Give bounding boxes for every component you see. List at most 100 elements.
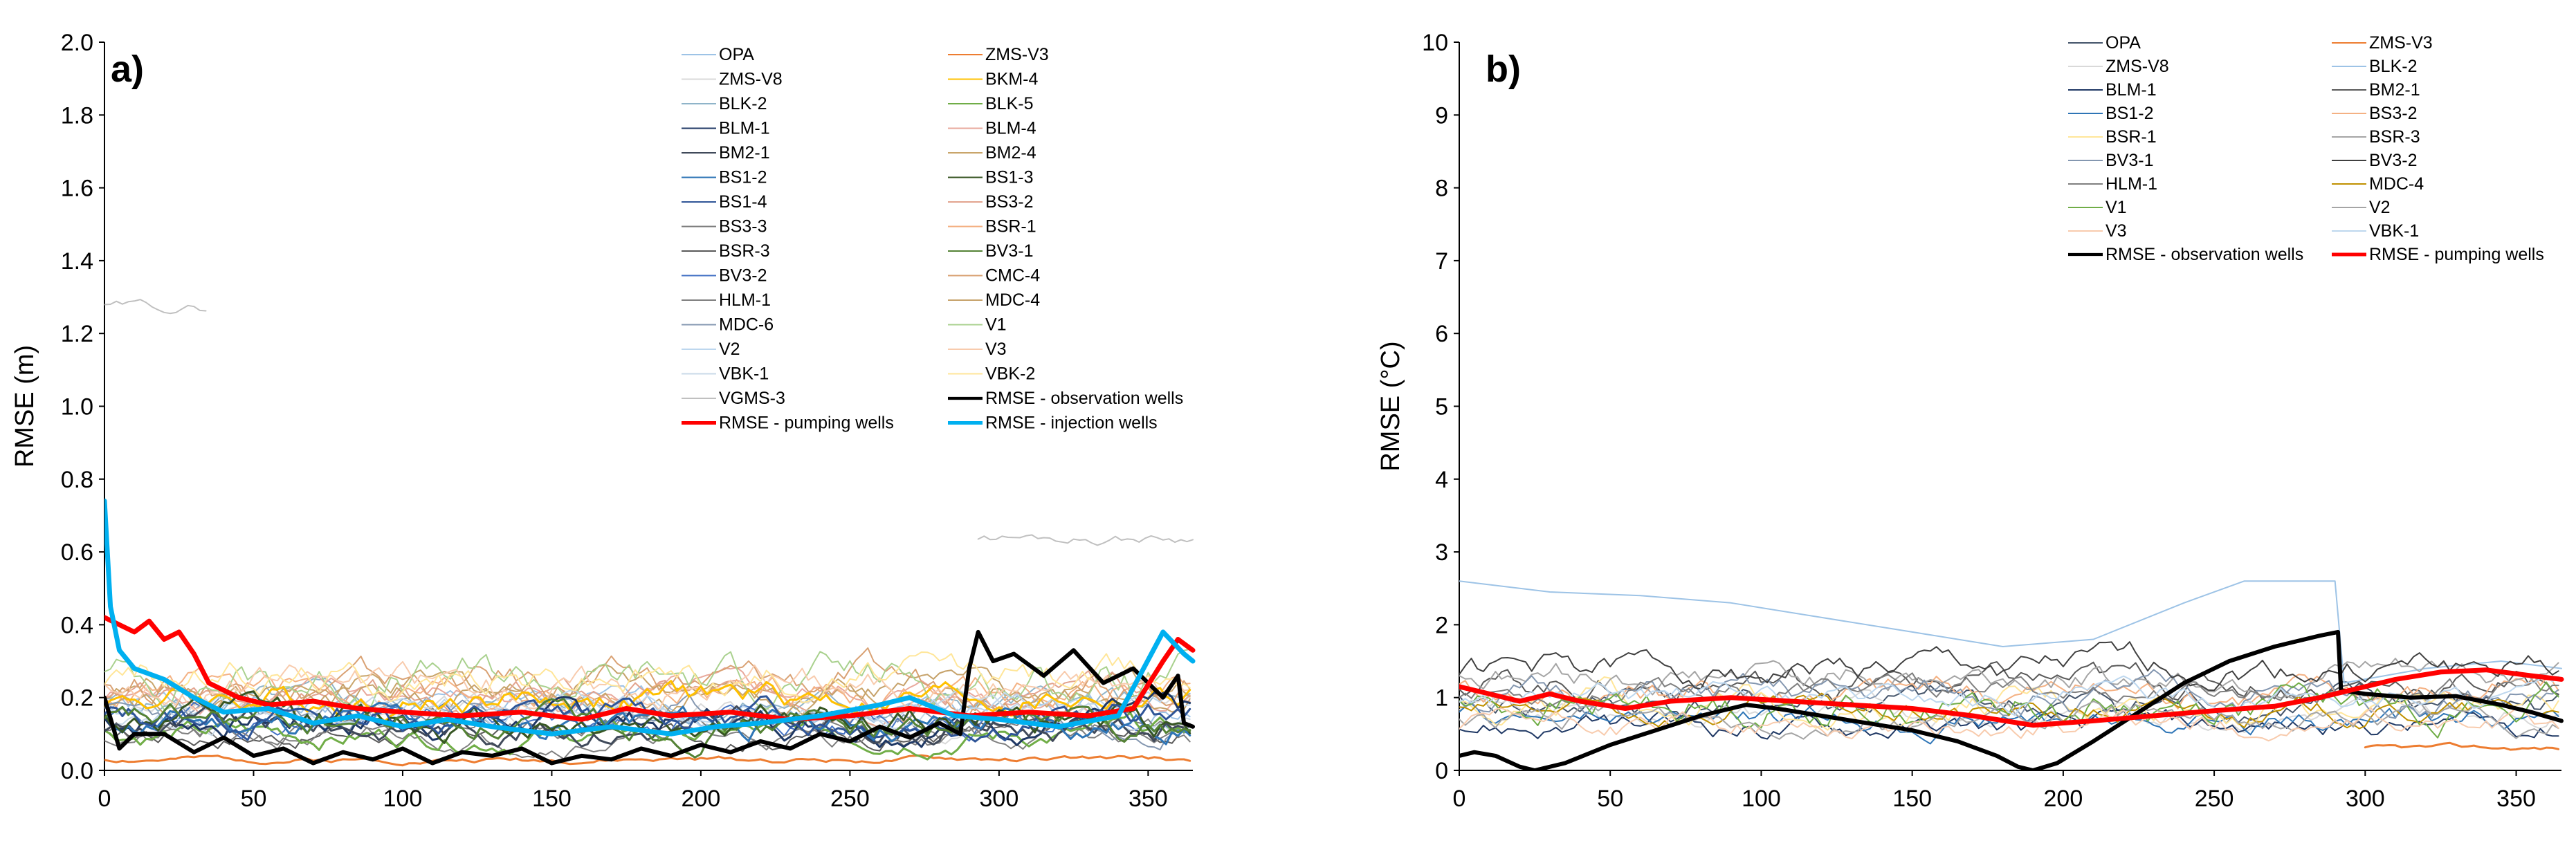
legend-entry: ZMS-V3 — [985, 45, 1049, 64]
x-tick-label: 350 — [2496, 786, 2536, 812]
legend-entry: BS3-2 — [985, 192, 1033, 212]
legend-entry: V1 — [985, 315, 1007, 335]
legend-entry: BS1-3 — [985, 168, 1033, 187]
legend: OPA ZMS-V3 ZMS-V8 BLK-2 BLM-1 BM2-1 BS1-2 BS3-2… — [2068, 33, 2544, 264]
y-tick-label: 10 — [1422, 30, 1448, 56]
y-tick-label: 0 — [1435, 758, 1448, 784]
legend-entry: HLM-1 — [719, 290, 771, 310]
series-line-v3 — [1459, 707, 2559, 742]
x-tick-label: 300 — [980, 786, 1019, 812]
series-lines — [1459, 580, 2564, 770]
series-lines — [104, 299, 1196, 767]
legend-entry: BM2-1 — [719, 143, 770, 163]
x-tick-label: 250 — [2195, 786, 2234, 812]
legend-entry: BSR-3 — [719, 241, 770, 261]
series-line-vbk-2 — [104, 651, 1191, 704]
y-tick-label: 1.4 — [61, 248, 93, 275]
y-axis-title: RMSE (°C) — [1376, 341, 1405, 471]
series-line-zms-v3 — [104, 754, 1191, 767]
legend-entry: HLM-1 — [2105, 174, 2157, 194]
y-axis-title: RMSE (m) — [10, 345, 39, 467]
legend-entry: BV3-1 — [2105, 151, 2153, 170]
panel-a: 0.0 0.2 0.4 0.6 0.8 1.0 1.2 1.4 1.6 1.8 2.0 0 50 100 1… — [10, 30, 1196, 812]
y-tick-label: 6 — [1435, 321, 1448, 347]
y-tick-label: 0.8 — [61, 467, 93, 493]
legend-entry: V3 — [2105, 221, 2127, 241]
legend-entry: RMSE - pumping wells — [719, 414, 894, 433]
legend-entry: OPA — [719, 45, 754, 64]
legend-entry: RMSE - pumping wells — [2369, 245, 2544, 264]
y-tick-label: 0.6 — [61, 539, 93, 566]
series-line-rmse-pumping-wells — [1459, 667, 2564, 728]
x-tick-label: 300 — [2346, 786, 2385, 812]
legend-entry: BSR-1 — [985, 217, 1036, 237]
y-tick-label: 7 — [1435, 248, 1448, 275]
series-line-vgms-3 — [104, 299, 207, 315]
x-tick-label: 0 — [1453, 786, 1466, 812]
legend-entry: MDC-4 — [2369, 174, 2424, 194]
y-tick-label: 1.8 — [61, 102, 93, 129]
legend-entry: RMSE - injection wells — [985, 414, 1158, 433]
x-tick-label: 350 — [1129, 786, 1168, 812]
legend-entry: VBK-1 — [719, 364, 769, 384]
series-line-v1 — [104, 648, 1191, 715]
legend-entry: BLM-4 — [985, 119, 1036, 138]
y-tick-label: 8 — [1435, 176, 1448, 202]
series-line-rmse-injection-wells — [104, 498, 1196, 737]
legend-entry: ZMS-V3 — [2369, 33, 2433, 53]
y-tick-label: 4 — [1435, 467, 1448, 493]
x-tick-label: 200 — [2044, 786, 2083, 812]
legend-entry: V3 — [985, 340, 1007, 359]
x-tick-label: 0 — [98, 786, 111, 812]
series-line-bs3-2 — [1459, 674, 2559, 710]
y-tick-label: 1.0 — [61, 394, 93, 420]
legend-entry: V1 — [2105, 198, 2127, 217]
series-line-v2 — [1459, 701, 2559, 740]
legend-entry: BLM-1 — [719, 119, 770, 138]
legend-entry: BLK-2 — [2369, 57, 2417, 76]
series-line-vbk-1 — [1459, 675, 2559, 716]
legend-entry: BLK-2 — [719, 94, 767, 113]
legend-entry: BSR-3 — [2369, 127, 2420, 147]
y-tick-label: 3 — [1435, 539, 1448, 566]
x-tick-label: 150 — [532, 786, 572, 812]
y-tick-label: 1.2 — [61, 321, 93, 347]
legend-entry: BS3-3 — [719, 217, 767, 237]
y-tick-label: 2 — [1435, 612, 1448, 638]
legend-entry: V2 — [719, 340, 740, 359]
legend-entry: MDC-6 — [719, 315, 774, 335]
series-line-bs1-2 — [104, 702, 1191, 745]
legend-entry: MDC-4 — [985, 290, 1040, 310]
legend-entry: BM2-1 — [2369, 80, 2420, 100]
legend-entry: ZMS-V8 — [719, 70, 783, 89]
panel-label: a) — [111, 48, 144, 90]
x-tick-label: 50 — [241, 786, 267, 812]
series-line-rmse-pumping-wells — [104, 615, 1196, 722]
y-tick-label: 5 — [1435, 394, 1448, 420]
x-tick-label: 100 — [1742, 786, 1781, 812]
legend-entry: RMSE - observation wells — [985, 389, 1183, 408]
legend-entry: BV3-1 — [985, 241, 1033, 261]
legend-entry: BS3-2 — [2369, 104, 2417, 123]
legend-entry: VGMS-3 — [719, 389, 785, 408]
series-line-v3 — [104, 660, 1191, 711]
series-line-mdc-4 — [1459, 692, 2559, 730]
panel-label: b) — [1486, 48, 1521, 90]
series-line-rmse-observation-wells — [1459, 629, 2564, 770]
series-line-blk-2 — [1459, 580, 2562, 684]
x-tick-label: 250 — [830, 786, 870, 812]
series-line-bs3-2 — [104, 670, 1191, 729]
series-line-bv3-2 — [1459, 641, 2559, 692]
y-tick-label: 1.6 — [61, 176, 93, 202]
legend-entry: BS1-2 — [719, 168, 767, 187]
series-line-rmse-observation-wells — [104, 629, 1195, 766]
legend-entry: V2 — [2369, 198, 2391, 217]
legend-entry: BS1-4 — [719, 192, 767, 212]
legend-entry: BV3-2 — [719, 266, 767, 286]
legend-entry: BLM-1 — [2105, 80, 2157, 100]
y-tick-label: 1 — [1435, 685, 1448, 712]
legend-entry: OPA — [2105, 33, 2141, 53]
y-tick-label: 0.2 — [61, 685, 93, 712]
